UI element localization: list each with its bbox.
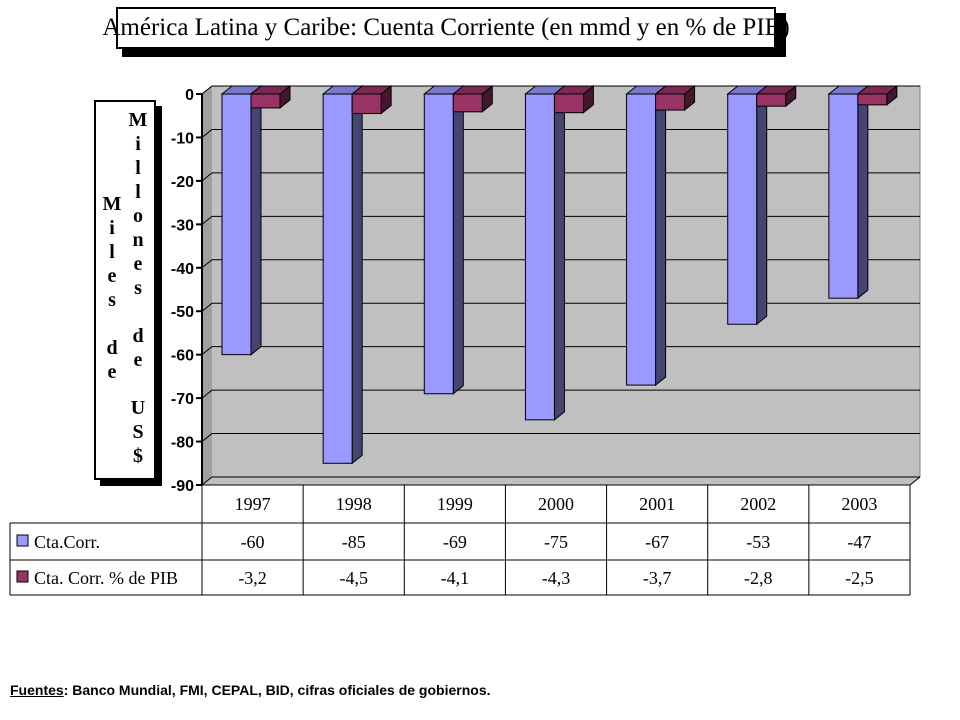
data-label: -53 (746, 532, 770, 552)
legend-label: Cta.Corr. (34, 532, 100, 552)
data-label: -3,2 (238, 568, 267, 588)
plot-side-wall (202, 86, 212, 485)
gridline (201, 302, 920, 312)
data-label: -4,5 (339, 568, 368, 588)
bar-ctacorr-pib (249, 84, 292, 109)
y-tick-label: -70 (171, 391, 194, 408)
bar-ctacorr (827, 84, 870, 300)
y-tick-label: -20 (171, 174, 194, 191)
data-label: -60 (241, 532, 265, 552)
data-label: -47 (847, 532, 871, 552)
data-label: -85 (342, 532, 366, 552)
data-label: -75 (544, 532, 568, 552)
gridline (201, 215, 920, 225)
bar-ctacorr (625, 84, 667, 387)
gridline (201, 172, 920, 182)
category-label: 1998 (336, 494, 372, 514)
data-label: -2,5 (845, 568, 874, 588)
category-label: 1997 (235, 494, 271, 514)
bar-ctacorr-pib (755, 84, 798, 108)
bar-ctacorr (422, 84, 465, 395)
gridline (201, 433, 920, 442)
bar-ctacorr (321, 84, 364, 465)
footer-label: Fuentes (10, 682, 64, 698)
gridline (201, 346, 920, 356)
chart-title: América Latina y Caribe: Cuenta Corrient… (102, 7, 790, 49)
bar-ctacorr-pib (654, 84, 696, 112)
gridline (201, 128, 920, 138)
category-label: 2003 (841, 494, 877, 514)
category-label: 2002 (740, 494, 776, 514)
bar-ctacorr-pib (451, 84, 494, 113)
gridline (201, 476, 920, 486)
legend-swatch (16, 570, 29, 583)
bar-ctacorr (524, 84, 566, 421)
y-tick-label: -50 (171, 304, 194, 321)
bar-ctacorr (220, 84, 263, 356)
footer: Fuentes: Banco Mundial, FMI, CEPAL, BID,… (10, 682, 491, 698)
legend-swatch (16, 534, 29, 547)
y-tick-label: -30 (171, 217, 194, 234)
data-label: -4,3 (542, 568, 571, 588)
bar-ctacorr-pib (350, 84, 393, 115)
gridline (201, 259, 920, 269)
legend-label: Cta. Corr. % de PIB (34, 568, 178, 588)
y-tick-label: -90 (171, 478, 194, 495)
y-tick-label: 0 (185, 87, 194, 104)
y-tick-label: -80 (171, 435, 194, 452)
y-tick-label: -40 (171, 261, 194, 278)
table-line (909, 476, 921, 486)
data-label: -69 (443, 532, 467, 552)
y-tick-label: -10 (171, 130, 194, 147)
data-label: -67 (645, 532, 669, 552)
data-label: -2,8 (744, 568, 773, 588)
bar-ctacorr-pib (553, 84, 595, 114)
data-label: -3,7 (643, 568, 672, 588)
category-label: 2001 (639, 494, 675, 514)
gridline (201, 389, 920, 399)
bar-ctacorr-pib (856, 84, 899, 106)
data-label: -4,1 (441, 568, 470, 588)
category-label: 2000 (538, 494, 574, 514)
category-label: 1999 (437, 494, 473, 514)
bar-ctacorr (726, 84, 769, 326)
y-tick-label: -60 (171, 348, 194, 365)
footer-text: : Banco Mundial, FMI, CEPAL, BID, cifras… (63, 682, 491, 698)
